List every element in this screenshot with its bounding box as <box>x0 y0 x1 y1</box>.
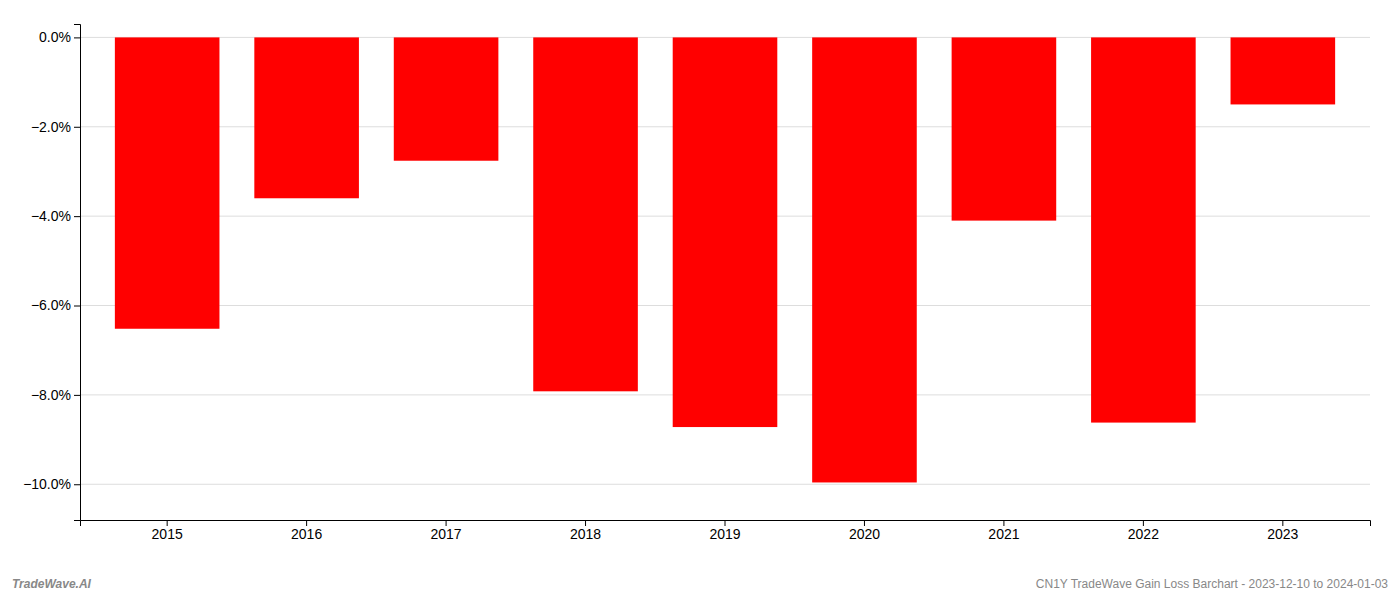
x-tick-label: 2022 <box>1128 526 1159 542</box>
x-tick: 2023 <box>1267 520 1298 542</box>
bar <box>952 37 1057 220</box>
y-tick: −10.0% <box>23 476 80 492</box>
x-tick-label: 2019 <box>709 526 740 542</box>
x-tick-label: 2020 <box>849 526 880 542</box>
x-tick-label: 2015 <box>152 526 183 542</box>
y-axis-line <box>74 25 81 521</box>
y-tick-mark <box>74 216 80 217</box>
bar <box>254 37 359 198</box>
y-tick: −8.0% <box>31 387 80 403</box>
y-tick-mark <box>74 127 80 128</box>
x-tick: 2022 <box>1128 520 1159 542</box>
y-tick-mark <box>74 37 80 38</box>
y-tick-mark <box>74 306 80 307</box>
plot: 0.0%−2.0%−4.0%−6.0%−8.0%−10.0%2015201620… <box>23 25 1370 542</box>
y-tick-mark <box>74 484 80 485</box>
bar <box>533 37 638 391</box>
y-tick-label: −6.0% <box>31 297 71 313</box>
footer-left: TradeWave.AI <box>12 577 92 591</box>
x-tick-label: 2018 <box>570 526 601 542</box>
footer-right: CN1Y TradeWave Gain Loss Barchart - 2023… <box>1036 577 1389 591</box>
y-tick-label: 0.0% <box>39 29 71 45</box>
y-tick-label: −2.0% <box>31 119 71 135</box>
y-axis: 0.0% −2.0% −4.0% −6.0% −8.0% −10.0% <box>23 25 80 521</box>
y-tick-mark <box>74 395 80 396</box>
grid <box>80 37 1370 484</box>
x-tick-label: 2016 <box>291 526 322 542</box>
y-tick: −2.0% <box>31 119 80 135</box>
x-tick-label: 2021 <box>988 526 1019 542</box>
y-tick: −4.0% <box>31 208 80 224</box>
x-tick: 2019 <box>709 520 740 542</box>
x-tick: 2017 <box>431 520 462 542</box>
y-tick-label: −10.0% <box>23 476 71 492</box>
chart: 0.0%−2.0%−4.0%−6.0%−8.0%−10.0%2015201620… <box>0 0 1400 600</box>
x-tick: 2016 <box>291 520 322 542</box>
grid-line <box>80 484 1370 485</box>
bars <box>115 37 1335 482</box>
x-tick-label: 2017 <box>431 526 462 542</box>
x-tick: 2018 <box>570 520 601 542</box>
x-tick: 2015 <box>152 520 183 542</box>
bar <box>394 37 499 160</box>
x-tick: 2020 <box>849 520 880 542</box>
bar <box>812 37 917 482</box>
x-tick-label: 2023 <box>1267 526 1298 542</box>
x-tick: 2021 <box>988 520 1019 542</box>
bar <box>1231 37 1336 104</box>
y-tick-label: −4.0% <box>31 208 71 224</box>
bar <box>115 37 220 328</box>
bar <box>1091 37 1196 422</box>
y-tick-label: −8.0% <box>31 387 71 403</box>
x-axis: 2015 2016 2017 2018 2019 2020 2021 2022 2023 <box>81 520 1371 542</box>
y-tick: 0.0% <box>39 29 80 45</box>
y-tick: −6.0% <box>31 297 80 313</box>
bar <box>673 37 778 427</box>
